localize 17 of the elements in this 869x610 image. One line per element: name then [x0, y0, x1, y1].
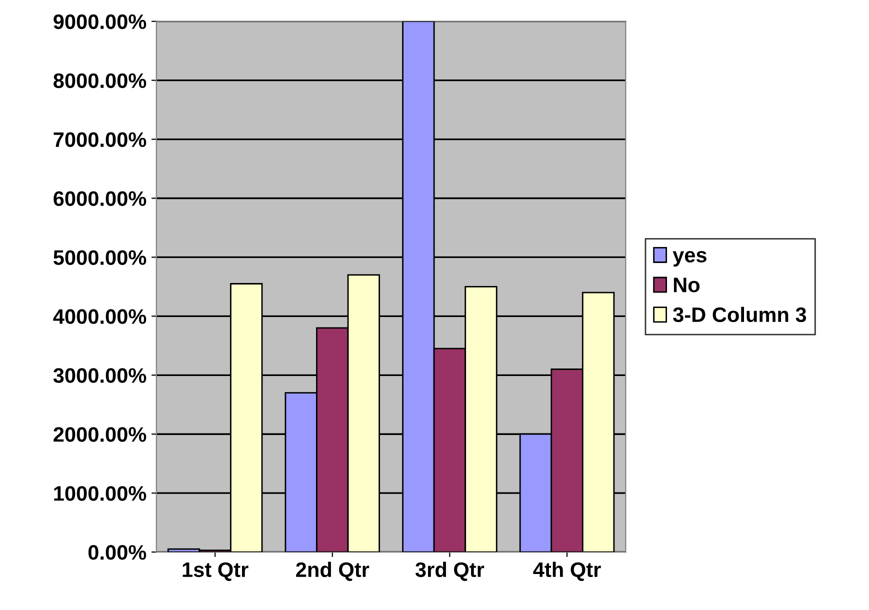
y-tick-label: 3000.00%	[53, 368, 146, 383]
legend-label: 3-D Column 3	[673, 306, 806, 322]
legend-label: yes	[672, 251, 706, 267]
y-tick-label: 2000.00%	[54, 427, 146, 442]
y-tick-label: 0.00%	[88, 545, 146, 560]
y-tick-label: 5000.00%	[54, 250, 146, 265]
y-tick-label: 4000.00%	[53, 309, 146, 324]
x-tick-label: 4th Qtr	[533, 562, 601, 581]
y-tick-label: 8000.00%	[54, 73, 146, 88]
x-tick-label: 2nd Qtr	[296, 562, 370, 581]
y-tick-label: 9000.00%	[54, 14, 146, 30]
legend-label: No	[674, 278, 700, 292]
y-tick-label: 7000.00%	[54, 132, 146, 148]
x-tick-label: 1st Qtr	[182, 562, 248, 581]
y-tick-label: 1000.00%	[54, 486, 146, 501]
x-tick-label: 3rd Qtr	[415, 562, 484, 581]
y-tick-label: 6000.00%	[54, 191, 146, 206]
